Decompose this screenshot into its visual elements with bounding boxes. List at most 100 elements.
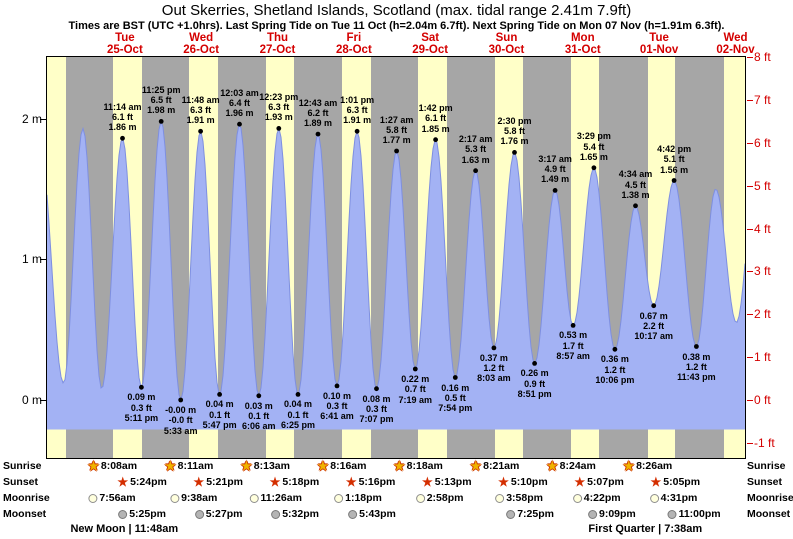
tide-extreme-dot <box>412 366 418 372</box>
tide-area <box>47 121 745 430</box>
sunrise-star-icon: ★ <box>546 458 558 473</box>
astro-row-label-right: Moonrise <box>747 492 793 504</box>
sunset-star-icon: ★ <box>117 474 129 489</box>
tide-high-annotation: 2:17 am 5.3 ft 1.63 m <box>458 134 493 165</box>
y-axis-right-tick <box>747 442 753 444</box>
sunrise-star-icon: ★ <box>241 458 252 473</box>
tide-extreme-dot <box>178 397 184 403</box>
sunrise-time: 8:26am <box>636 460 673 472</box>
y-axis-right-tick <box>747 271 753 273</box>
tide-low-annotation: 0.16 m 0.5 ft 7:54 pm <box>438 382 473 414</box>
tide-low-annotation: -0.00 m -0.0 ft 5:33 am <box>163 405 198 436</box>
moonset-time: 5:27pm <box>205 508 243 520</box>
sunset-star-icon: ★ <box>345 474 357 489</box>
day-header: Tue 01-Nov <box>627 32 691 56</box>
moonset-entry: 5:43pm <box>348 508 396 520</box>
sunset-star-icon: ★ <box>269 474 281 489</box>
moonrise-time: 11:26am <box>260 492 302 504</box>
y-axis-right-label: 1 ft <box>754 350 771 365</box>
day-date: 27-Oct <box>259 44 296 56</box>
sunset-entry: ★ 5:16pm <box>345 474 396 489</box>
tide-high-annotation: 12:43 am 6.2 ft 1.89 m <box>298 97 338 129</box>
day-name: Tue <box>115 32 135 44</box>
day-date: 31-Oct <box>564 44 601 56</box>
y-axis-right-tick <box>747 400 753 401</box>
y-axis-right-label: 2 ft <box>754 307 771 322</box>
day-header: Wed 26-Oct <box>169 32 233 56</box>
day-date: 30-Oct <box>488 44 525 56</box>
moonrise-time: 4:22pm <box>583 492 621 504</box>
astro-row-label-left: Sunset <box>3 476 39 488</box>
sunrise-star-icon: ★ <box>470 458 482 473</box>
tide-extreme-dot <box>452 375 458 380</box>
tide-high-annotation: 1:01 pm 6.3 ft 1.91 m <box>340 94 375 126</box>
tide-low-annotation: 0.08 m 0.3 ft 7:07 pm <box>359 393 394 425</box>
sunset-star-icon: ★ <box>193 474 205 489</box>
moonset-circle-icon <box>194 509 204 519</box>
sunrise-entry: ★ 8:24am <box>546 458 596 473</box>
sunset-time: 5:18pm <box>282 476 320 488</box>
sunset-entry: ★ 5:05pm <box>650 474 701 489</box>
moonset-entry: 5:27pm <box>194 508 243 520</box>
y-axis-left-label: 2 m <box>21 111 42 126</box>
day-header: Sun 30-Oct <box>475 32 539 56</box>
tide-high-annotation: 11:48 am 6.3 ft 1.91 m <box>181 94 220 126</box>
tide-extreme-dot <box>237 121 242 127</box>
tide-high-annotation: 4:34 am 4.5 ft 1.38 m <box>618 169 653 200</box>
tide-extreme-dot <box>217 392 223 397</box>
sunrise-entry: ★ 8:16am <box>318 460 367 473</box>
tide-high-annotation: 11:14 am 6.1 ft 1.86 m <box>103 101 142 133</box>
sunrise-entry: ★ 8:18am <box>394 460 443 473</box>
tide-low-annotation: 0.03 m 0.1 ft 6:06 am <box>242 400 276 432</box>
moonrise-entry: 9:38am <box>170 492 217 504</box>
sunrise-star-icon: ★ <box>623 458 635 473</box>
day-date: 29-Oct <box>412 44 449 56</box>
sunrise-entry: ★ 8:13am <box>241 458 290 473</box>
moon-phase-note: First Quarter | 7:38am <box>588 523 703 535</box>
day-header: Wed 02-Nov <box>704 32 768 56</box>
tide-extreme-dot <box>276 126 282 131</box>
moonrise-circle-icon <box>88 493 98 503</box>
moonset-time: 7:25pm <box>517 508 554 520</box>
y-axis-right-label: 6 ft <box>754 135 771 150</box>
moonset-time: 5:32pm <box>282 508 319 520</box>
moonset-time: 11:00pm <box>678 508 721 520</box>
moonset-entry: 5:25pm <box>118 508 166 520</box>
day-header: Fri 28-Oct <box>322 32 386 56</box>
tide-low-annotation: 0.36 m 1.2 ft 10:06 pm <box>595 354 635 385</box>
sunset-star-icon: ★ <box>498 474 509 489</box>
moonrise-entry: 2:58pm <box>415 492 463 504</box>
y-axis-left-tick <box>40 259 46 261</box>
day-name: Thu <box>266 32 289 44</box>
tide-extreme-dot <box>552 188 558 193</box>
tide-high-annotation: 3:17 am 4.9 ft 1.49 m <box>538 153 572 185</box>
tide-low-annotation: 0.67 m 2.2 ft 10:17 am <box>634 310 673 342</box>
y-axis-right-label: 5 ft <box>754 178 771 193</box>
y-axis-right-tick <box>747 99 753 101</box>
astro-row-label-left: Moonrise <box>3 492 50 504</box>
day-date: 25-Oct <box>106 44 143 56</box>
day-header: Tue 25-Oct <box>93 32 157 56</box>
moonrise-circle-icon <box>495 493 505 503</box>
tide-extreme-dot <box>633 203 638 209</box>
tide-high-annotation: 2:30 pm 5.8 ft 1.76 m <box>497 115 532 147</box>
day-name: Fri <box>346 32 362 44</box>
tide-extreme-dot <box>694 344 699 349</box>
moonrise-entry: 11:26am <box>249 492 302 504</box>
tide-extreme-dot <box>532 361 537 366</box>
tide-low-annotation: 0.38 m 1.2 ft 11:43 pm <box>677 351 716 383</box>
tide-extreme-dot <box>374 386 379 392</box>
tide-plot-area: 11:14 am 6.1 ft 1.86 m 0.09 m 0.3 ft 5:11 pm 1… <box>46 56 746 459</box>
tide-low-annotation: 0.10 m 0.3 ft 6:41 am <box>320 390 354 422</box>
y-axis-right-tick <box>747 314 753 316</box>
tide-low-annotation: 0.22 m 0.7 ft 7:19 am <box>398 374 433 405</box>
tide-low-annotation: 0.09 m 0.3 ft 5:11 pm <box>124 392 159 423</box>
moonrise-entry: 7:56am <box>88 492 136 504</box>
tide-extreme-dot <box>473 168 478 174</box>
y-axis-right-tick <box>747 357 753 359</box>
tide-high-annotation: 3:29 pm 5.4 ft 1.65 m <box>576 131 611 162</box>
sunset-entry: ★ 5:24pm <box>117 474 167 489</box>
sunset-star-icon: ★ <box>650 474 662 489</box>
moonset-time: 5:25pm <box>129 508 166 520</box>
tide-extreme-dot <box>651 303 657 309</box>
